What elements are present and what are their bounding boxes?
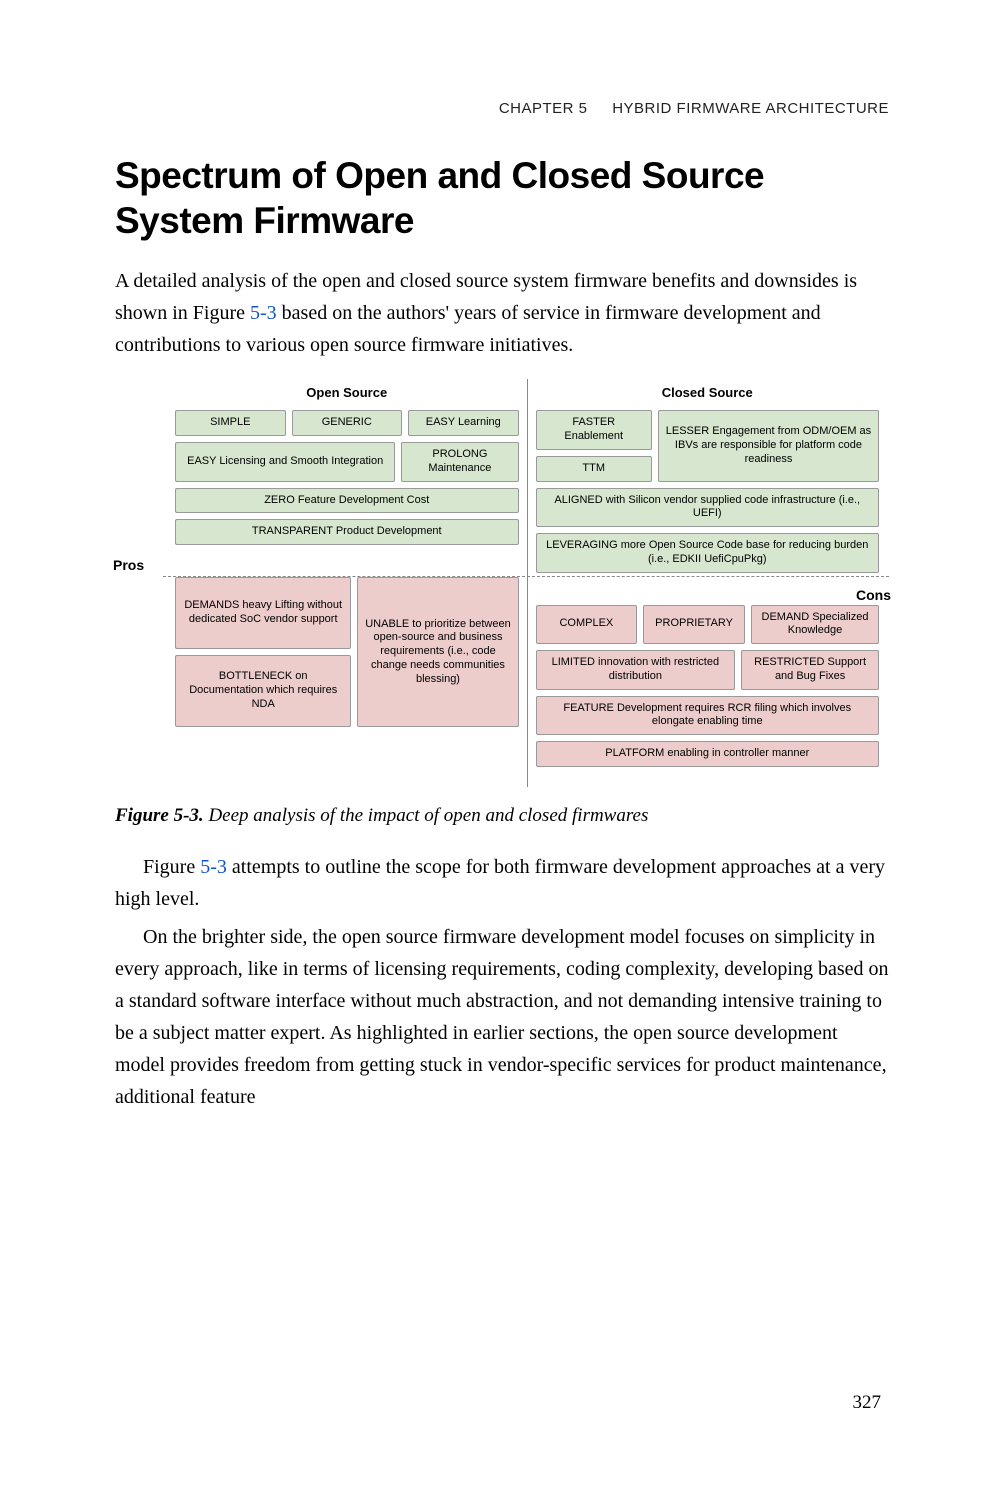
paragraph-1: A detailed analysis of the open and clos… [115,265,889,361]
open-pro-zero-cost: ZERO Feature Development Cost [175,488,519,514]
closed-pro-faster: FASTER Enablement [536,410,652,450]
closed-con-limited: LIMITED innovation with restricted distr… [536,650,736,690]
open-con-bottleneck: BOTTLENECK on Documentation which requir… [175,655,351,727]
open-pro-easy-learning: EASY Learning [408,410,519,436]
paragraph-3: On the brighter side, the open source fi… [115,921,889,1113]
figure-ref-link-2[interactable]: 5-3 [200,856,227,878]
closed-pro-lesser-engagement: LESSER Engagement from ODM/OEM as IBVs a… [658,410,879,481]
running-header: CHAPTER 5 HYBRID FIRMWARE ARCHITECTURE [115,100,889,117]
figure-5-3: Pros Cons Open Source SIMPLE GENERIC EAS… [115,379,889,827]
closed-pro-leveraging: LEVERAGING more Open Source Code base fo… [536,533,880,573]
paragraph-2: Figure 5-3 attempts to outline the scope… [115,851,889,915]
open-pro-transparent: TRANSPARENT Product Development [175,519,519,545]
chapter-title: HYBRID FIRMWARE ARCHITECTURE [612,100,889,117]
closed-source-title: Closed Source [536,379,880,410]
open-con-heavy-lifting: DEMANDS heavy Lifting without dedicated … [175,577,351,649]
closed-con-rcr: FEATURE Development requires RCR filing … [536,696,880,736]
closed-con-platform: PLATFORM enabling in controller manner [536,741,880,767]
para2-text-a: Figure [143,856,200,878]
cons-axis-label: Cons [856,587,891,603]
chapter-label: CHAPTER 5 [499,100,588,117]
pros-cons-divider [163,576,889,577]
closed-con-complex: COMPLEX [536,605,638,645]
closed-pro-aligned: ALIGNED with Silicon vendor supplied cod… [536,488,880,528]
closed-con-proprietary: PROPRIETARY [643,605,745,645]
figure-ref-link[interactable]: 5-3 [250,302,277,324]
figure-caption-text: Deep analysis of the impact of open and … [204,805,649,826]
closed-con-restricted: RESTRICTED Support and Bug Fixes [741,650,879,690]
open-con-prioritize: UNABLE to prioritize between open-source… [357,577,518,727]
closed-source-column: Closed Source FASTER Enablement TTM LESS… [528,379,888,787]
open-pro-licensing: EASY Licensing and Smooth Integration [175,442,395,482]
para2-text-b: attempts to outline the scope for both f… [115,856,885,910]
section-heading: Spectrum of Open and Closed Source Syste… [115,153,889,243]
figure-caption: Figure 5-3. Deep analysis of the impact … [115,805,889,827]
open-pro-generic: GENERIC [292,410,403,436]
closed-pro-ttm: TTM [536,456,652,482]
closed-con-specialized: DEMAND Specialized Knowledge [751,605,879,645]
figure-number: Figure 5-3. [115,805,204,826]
open-source-title: Open Source [175,379,519,410]
pros-axis-label: Pros [113,557,144,573]
open-pro-maintenance: PROLONG Maintenance [401,442,518,482]
open-pro-simple: SIMPLE [175,410,286,436]
open-source-column: Open Source SIMPLE GENERIC EASY Learning… [117,379,528,787]
page-number: 327 [853,1392,882,1414]
